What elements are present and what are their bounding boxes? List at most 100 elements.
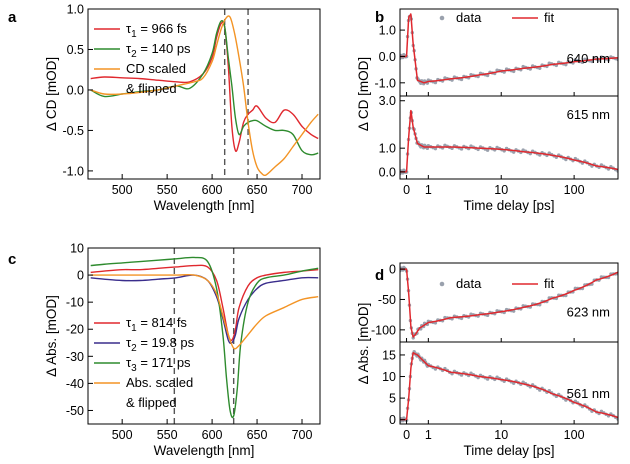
y-tick-label-0: 0.0 [379, 165, 396, 179]
legend-entry-4: & flipped [126, 395, 177, 410]
panel-label: d [375, 267, 384, 284]
y-tick-label-1: 5 [389, 392, 396, 406]
legend: data fit [439, 276, 555, 291]
x-tick-label-1: 1 [425, 428, 432, 442]
y-tick-label-6: 10 [70, 242, 84, 256]
x-axis-label: Wavelength [nm] [154, 198, 255, 213]
trace-label: 640 nm [567, 51, 610, 66]
subplot-0: -100 -50 0 623 nm [371, 262, 619, 343]
y-tick-label-3: 15 [382, 348, 396, 362]
y-tick-label-1: -0.5 [62, 124, 84, 138]
panel-a: 500 550 600 650 700 -1.0 -0.5 0.0 0.5 1.0 Waveleng… [8, 3, 321, 213]
legend-entry-1: τ2 = 140 ps [126, 41, 191, 60]
y-tick-label-1: 1.0 [379, 142, 396, 156]
fit-line [400, 351, 618, 421]
x-tick-label-2: 10 [494, 428, 508, 442]
y-tick-label-3: 0.5 [67, 43, 84, 57]
legend-entry-2: τ3 = 171 ps [126, 355, 191, 374]
y-tick-label-2: 1.0 [379, 24, 396, 38]
x-tick-label-1: 550 [157, 183, 178, 197]
y-axis-label: Δ CD [mOD] [44, 57, 59, 131]
y-tick-label-4: 1.0 [67, 3, 84, 17]
panel-c: 500 550 600 650 700 -50 -40 -30 -20 -10 0 10 Wavelen… [8, 242, 321, 458]
x-tick-label-3: 650 [247, 428, 268, 442]
legend-swatch-data [439, 15, 445, 21]
data-point [459, 147, 464, 151]
series-line-1 [90, 20, 319, 156]
panel-label: b [375, 9, 384, 26]
x-tick-label-0: 0 [403, 428, 410, 442]
x-tick-label-2: 10 [494, 183, 508, 197]
x-tick-label-3: 650 [247, 183, 268, 197]
y-tick-label-0: -1.0 [62, 164, 84, 178]
legend-entry-fit: fit [544, 10, 555, 25]
data-point [564, 62, 568, 67]
x-axis-label: Wavelength [nm] [154, 443, 255, 458]
plot-frame [87, 247, 321, 425]
x-tick-label-2: 600 [202, 183, 223, 197]
subplot-1: 0 5 10 15 561 nm [382, 341, 619, 427]
x-axis-label: Time delay [ps] [463, 443, 554, 458]
x-tick-label-3: 100 [564, 183, 585, 197]
x-tick-label-4: 700 [292, 183, 313, 197]
y-tick-label-0: -50 [66, 404, 84, 418]
data-point [459, 77, 464, 82]
fit-line [400, 13, 618, 84]
x-tick-label-1: 550 [157, 428, 178, 442]
series-line-2 [90, 256, 319, 419]
legend-entry-3: & flipped [126, 81, 177, 96]
y-tick-label-2: 0.0 [67, 83, 84, 97]
subplot-1: 0.0 1.0 3.0 615 nm [379, 94, 619, 180]
panel-d: -100 -50 0 623 nm 0 5 10 15 561 nm 0 1 10 100 Time de… [356, 262, 619, 458]
data-point [433, 146, 438, 151]
legend: data fit [439, 10, 555, 25]
legend-entry-0: τ1 = 966 fs [126, 21, 187, 40]
legend-entry-0: τ1 = 814 fs [126, 315, 187, 334]
y-tick-label-0: 0 [389, 413, 396, 427]
y-tick-label-4: -10 [66, 296, 84, 310]
panel-b: -1.0 0.0 1.0 640 nm 0.0 1.0 3.0 615 nm 0 1 10 100 Ti… [356, 8, 619, 213]
y-tick-label-2: 3.0 [379, 94, 396, 108]
trace-label: 623 nm [567, 305, 610, 320]
data-point [590, 59, 594, 64]
y-tick-label-1: 0.0 [379, 50, 396, 64]
y-tick-label-2: 0 [389, 263, 396, 277]
series-line-1 [90, 274, 319, 345]
y-tick-label-0: -100 [371, 323, 396, 337]
x-tick-label-0: 0 [403, 183, 410, 197]
legend-entry-2: CD scaled [126, 61, 186, 76]
legend-entry-1: τ2 = 19.8 ps [126, 335, 195, 354]
x-tick-label-0: 500 [112, 428, 133, 442]
series-line-2 [90, 15, 319, 177]
x-tick-label-1: 1 [425, 183, 432, 197]
legend-swatch-data [439, 281, 445, 287]
y-tick-label-2: 10 [382, 370, 396, 384]
y-axis-label: Δ CD [mOD] [356, 57, 371, 131]
panel-label: c [8, 251, 16, 268]
plot-frame [399, 262, 619, 343]
x-axis-label: Time delay [ps] [463, 198, 554, 213]
y-axis-label: Δ Abs. [mOD] [356, 303, 371, 385]
plot-frame [87, 8, 321, 180]
data-point [485, 148, 490, 152]
plot-frame [399, 95, 619, 180]
fit-line [400, 268, 618, 338]
legend-entry-data: data [456, 276, 482, 291]
data-point [538, 66, 542, 70]
data-points [400, 265, 618, 340]
legend-entry-3: Abs. scaled [126, 375, 193, 390]
fit-line [400, 109, 618, 173]
x-tick-label-4: 700 [292, 428, 313, 442]
y-tick-label-1: -50 [378, 293, 396, 307]
series-line-0 [90, 21, 319, 152]
y-tick-label-5: 0 [77, 269, 84, 283]
series-line-0 [90, 264, 319, 342]
data-point [511, 69, 516, 74]
subplot-0: -1.0 0.0 1.0 640 nm [374, 8, 619, 97]
y-tick-label-3: -20 [66, 323, 84, 337]
legend-entry-data: data [456, 10, 482, 25]
series-line-3 [90, 273, 319, 350]
